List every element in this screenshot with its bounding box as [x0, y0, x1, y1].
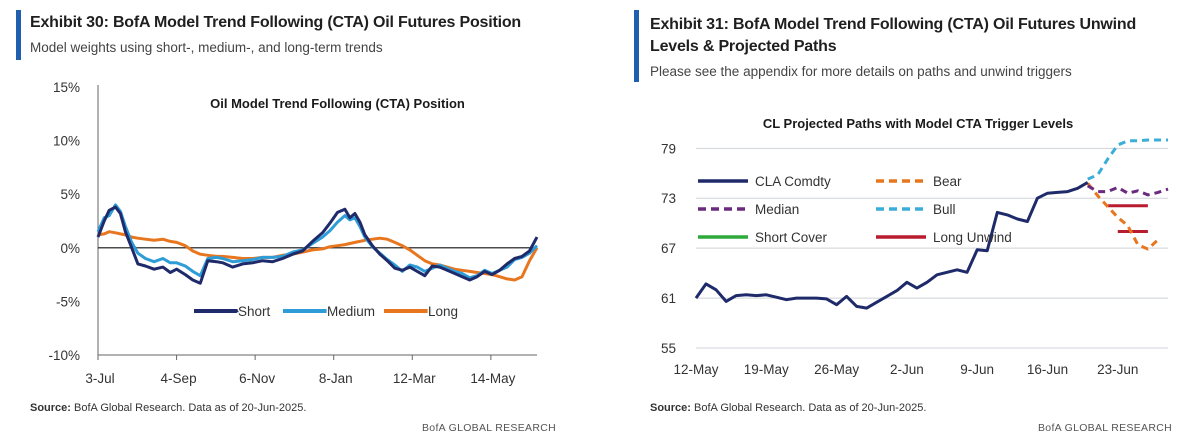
x-tick-label: 12-May	[673, 362, 718, 377]
x-tick-label: 9-Jun	[960, 362, 994, 377]
y-tick-label: 0%	[60, 241, 80, 256]
right-panel: Exhibit 31: BofA Model Trend Following (…	[628, 0, 1200, 442]
source-text: BofA Global Research. Data as of 20-Jun-…	[70, 402, 307, 414]
chart-title: Oil Model Trend Following (CTA) Position	[210, 96, 465, 111]
series-line-short	[96, 205, 539, 285]
y-tick-label: 55	[661, 341, 676, 356]
cta-position-chart: Oil Model Trend Following (CTA) Position…	[48, 80, 539, 386]
exhibit-accent-bar	[634, 10, 639, 82]
y-tick-label: 73	[661, 191, 676, 206]
series-line-median	[1086, 184, 1169, 197]
x-tick-label: 6-Nov	[239, 371, 275, 386]
exhibit-subtitle: Model weights using short-, medium-, and…	[30, 40, 383, 55]
left-panel: Exhibit 30: BofA Model Trend Following (…	[0, 0, 590, 442]
legend-label-medium: Medium	[327, 304, 375, 319]
series-line-long	[97, 230, 539, 282]
y-tick-label: 5%	[60, 187, 80, 202]
series-line-bear	[1086, 182, 1160, 251]
y-tick-label: 10%	[53, 134, 80, 149]
y-tick-label: 61	[661, 291, 676, 306]
legend-label-cla-comdty: CLA Comdty	[755, 174, 831, 189]
exhibit-title: Exhibit 30: BofA Model Trend Following (…	[30, 14, 521, 31]
exhibit-subtitle: Please see the appendix for more details…	[650, 64, 1072, 79]
x-tick-label: 26-May	[814, 362, 859, 377]
x-tick-label: 8-Jan	[319, 371, 353, 386]
exhibit-title: Exhibit 31: BofA Model Trend Following (…	[650, 16, 1137, 55]
projected-paths-chart: CL Projected Paths with Model CTA Trigge…	[661, 116, 1169, 377]
chart-title: CL Projected Paths with Model CTA Trigge…	[763, 116, 1073, 131]
x-tick-label: 14-May	[470, 371, 515, 386]
legend-label-long: Long	[428, 304, 458, 319]
series-line-medium	[96, 203, 539, 280]
x-tick-label: 12-Mar	[393, 371, 436, 386]
source-label: Source:	[650, 402, 691, 414]
x-tick-label: 2-Jun	[890, 362, 924, 377]
legend-label-median: Median	[755, 202, 799, 217]
brand-footer: BofA GLOBAL RESEARCH	[422, 422, 556, 434]
x-tick-label: 4-Sep	[161, 371, 197, 386]
exhibit-accent-bar	[16, 10, 21, 60]
source-note: Source: BofA Global Research. Data as of…	[30, 402, 306, 414]
x-tick-label: 19-May	[744, 362, 789, 377]
x-tick-label: 23-Jun	[1097, 362, 1138, 377]
series-line-cla-comdty	[694, 181, 1089, 310]
legend-label-short: Short	[238, 304, 271, 319]
series-line-bull	[1087, 138, 1168, 181]
legend-label-long-unwind: Long Unwind	[933, 230, 1012, 245]
x-tick-label: 16-Jun	[1027, 362, 1068, 377]
y-tick-label: 67	[661, 241, 676, 256]
y-tick-label: -5%	[56, 294, 80, 309]
legend-label-bull: Bull	[933, 202, 956, 217]
x-tick-label: 3-Jul	[85, 371, 114, 386]
y-tick-label: 15%	[53, 80, 80, 95]
y-tick-label: 79	[661, 141, 676, 156]
source-text: BofA Global Research. Data as of 20-Jun-…	[690, 402, 927, 414]
y-tick-label: -10%	[48, 348, 80, 363]
brand-footer: BofA GLOBAL RESEARCH	[1038, 422, 1172, 434]
source-note: Source: BofA Global Research. Data as of…	[650, 402, 926, 414]
legend-label-bear: Bear	[933, 174, 962, 189]
source-label: Source:	[30, 402, 71, 414]
legend-label-short-cover: Short Cover	[755, 230, 828, 245]
